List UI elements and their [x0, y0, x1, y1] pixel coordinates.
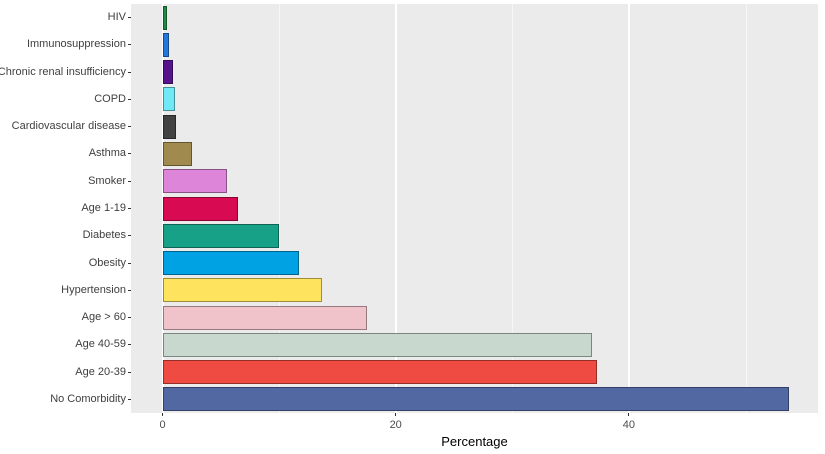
bar-no-comorbidity [162, 387, 789, 412]
bar-age-20-39 [162, 360, 598, 385]
y-label-no-comorbidity: No Comorbidity [50, 392, 126, 405]
minor-gridline-50 [745, 4, 747, 413]
major-gridline-40 [627, 4, 630, 413]
y-tick [128, 153, 131, 155]
x-tick-label-40: 40 [622, 419, 636, 431]
bar-smoker [162, 169, 227, 194]
bar-hiv [162, 5, 168, 30]
bar-asthma [162, 141, 192, 166]
y-tick [128, 71, 131, 73]
y-label-smoker: Smoker [88, 174, 126, 187]
bar-cardiovascular-disease [162, 114, 177, 139]
bar-obesity [162, 251, 299, 276]
y-label-obesity: Obesity [88, 256, 126, 269]
bar-copd [162, 87, 176, 112]
x-axis-title: Percentage [441, 434, 508, 449]
y-tick [128, 262, 131, 264]
minor-gridline-10 [279, 4, 281, 413]
bar-hypertension [162, 278, 323, 303]
x-tick [162, 413, 163, 416]
y-tick [128, 317, 131, 319]
major-gridline-20 [394, 4, 397, 413]
bar-diabetes [162, 223, 280, 248]
y-label-diabetes: Diabetes [82, 229, 126, 242]
bar-age-40-59 [162, 332, 592, 357]
y-label-age-20-39: Age 20-39 [75, 365, 126, 378]
y-tick [128, 98, 131, 100]
y-tick [128, 180, 131, 182]
y-label-copd: COPD [94, 92, 126, 105]
y-tick [128, 17, 131, 19]
y-label-hiv: HIV [107, 11, 126, 24]
plot-panel [131, 4, 818, 413]
y-label-age-1-19: Age 1-19 [81, 202, 126, 214]
bar-immunosuppression [162, 32, 170, 57]
y-label-immunosuppression: Immunosuppression [26, 38, 126, 51]
y-tick [128, 371, 131, 373]
y-tick [128, 44, 131, 46]
x-tick-label-0: 0 [159, 419, 166, 431]
x-tick [628, 413, 630, 416]
y-label-hypertension: Hypertension [61, 283, 126, 296]
y-tick [128, 398, 131, 400]
y-label-cardiovascular-disease: Cardiovascular disease [11, 120, 126, 133]
y-label-asthma: Asthma [88, 147, 126, 160]
y-tick [128, 235, 131, 237]
bar-chronic-renal-insufficiency [162, 60, 173, 85]
y-label-chronic-renal-insufficiency: Chronic renal insufficiency [0, 65, 126, 78]
y-tick [128, 344, 131, 346]
bar-age-1-19 [162, 196, 239, 221]
y-label-age-60: Age > 60 [81, 311, 126, 324]
x-tick-label-20: 20 [389, 419, 402, 431]
y-label-age-40-59: Age 40-59 [75, 338, 126, 351]
y-tick [128, 208, 131, 209]
bar-age-60 [162, 305, 367, 330]
y-tick [128, 126, 131, 128]
minor-gridline-30 [512, 4, 514, 413]
y-tick [128, 289, 131, 291]
x-tick [395, 413, 397, 416]
